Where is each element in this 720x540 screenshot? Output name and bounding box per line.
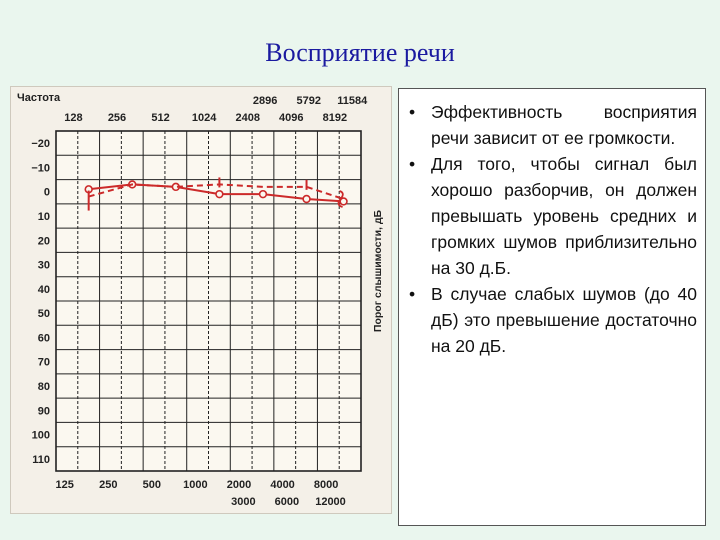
top-freq-label: 1024 bbox=[192, 112, 217, 124]
solid-curve-point bbox=[258, 189, 268, 199]
bottom-freq-label: 125 bbox=[56, 479, 74, 491]
bullet-text: Для того, чтобы сигнал был хорошо разбор… bbox=[431, 154, 697, 278]
y-tick-label: −20 bbox=[31, 138, 50, 150]
top-freq-label-upper: 11584 bbox=[337, 95, 368, 107]
bullet-dot: • bbox=[409, 154, 416, 174]
bottom-freq-label: 2000 bbox=[227, 479, 251, 491]
y-tick-label: 40 bbox=[38, 284, 50, 296]
top-freq-label: 4096 bbox=[279, 112, 303, 124]
top-freq-label-upper: 2896 bbox=[253, 95, 277, 107]
bottom-freq-label-lower: 6000 bbox=[275, 496, 299, 508]
y-tick-label: 90 bbox=[38, 405, 50, 417]
y-tick-label: 20 bbox=[38, 235, 50, 247]
bullet-text: Эффективность восприятия речи зависит от… bbox=[431, 102, 697, 148]
y-tick-label: 50 bbox=[38, 308, 50, 320]
bullet-dot: • bbox=[409, 102, 416, 122]
bottom-freq-label: 4000 bbox=[270, 479, 294, 491]
y-tick-label: 0 bbox=[44, 187, 50, 199]
y-tick-label: 10 bbox=[38, 211, 50, 223]
bottom-freq-label-lower: 12000 bbox=[315, 496, 346, 508]
y-axis-title: Порог слышимости, дБ bbox=[372, 209, 384, 332]
bottom-freq-label-lower: 3000 bbox=[231, 496, 255, 508]
bottom-freq-label: 1000 bbox=[183, 479, 207, 491]
y-tick-label: 100 bbox=[32, 430, 50, 442]
solid-curve-point bbox=[339, 197, 348, 206]
solid-curve-point bbox=[215, 189, 224, 199]
bottom-freq-label: 500 bbox=[143, 479, 161, 491]
text-panel: • Эффективность восприятия речи зависит … bbox=[398, 88, 706, 526]
bottom-freq-label: 250 bbox=[99, 479, 117, 491]
bottom-freq-label: 8000 bbox=[314, 479, 338, 491]
audiogram-chart: −20 −10 0 10 20 30 40 50 60 70 80 90 100 110 Частота 12… bbox=[10, 86, 392, 514]
dashed-curve-marker bbox=[337, 190, 344, 208]
top-freq-label: 128 bbox=[64, 112, 82, 124]
y-tick-label: −10 bbox=[31, 162, 50, 174]
bullet-item: • Для того, чтобы сигнал был хорошо разб… bbox=[409, 151, 697, 281]
top-freq-label: 256 bbox=[108, 112, 126, 124]
bullet-item: • В случае слабых шумов (до 40 дБ) это п… bbox=[409, 281, 697, 359]
y-tick-label: 30 bbox=[38, 260, 50, 272]
solid-curve-point bbox=[302, 194, 311, 204]
y-tick-label: 80 bbox=[38, 381, 50, 393]
bullet-dot: • bbox=[409, 284, 416, 304]
bullet-text: В случае слабых шумов (до 40 дБ) это пре… bbox=[431, 284, 697, 356]
top-freq-label: 512 bbox=[151, 112, 169, 124]
top-freq-label: 2408 bbox=[235, 112, 259, 124]
top-freq-label-upper: 5792 bbox=[296, 95, 320, 107]
frequency-label: Частота bbox=[17, 92, 61, 104]
slide-title: Восприятие речи bbox=[265, 38, 455, 67]
top-freq-label: 8192 bbox=[323, 112, 347, 124]
y-tick-label: 70 bbox=[38, 357, 50, 369]
y-tick-label: 60 bbox=[38, 332, 50, 344]
bullet-item: • Эффективность восприятия речи зависит … bbox=[409, 99, 697, 151]
y-tick-label: 110 bbox=[32, 454, 50, 466]
